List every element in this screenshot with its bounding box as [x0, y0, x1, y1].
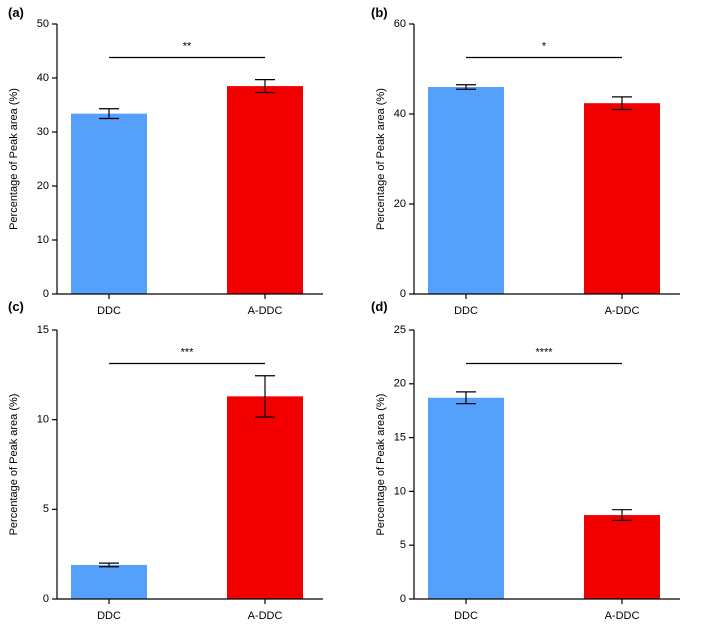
- y-tick-label: 60: [394, 18, 406, 30]
- y-tick-label: 30: [37, 126, 49, 138]
- error-bar-ddc: [99, 108, 119, 120]
- x-tick-label: A-DDC: [248, 305, 283, 317]
- y-tick-label: 15: [37, 324, 49, 336]
- y-tick-label: 50: [37, 18, 49, 30]
- y-tick-label: 10: [37, 234, 49, 246]
- x-tick-label: A-DDC: [248, 610, 283, 622]
- panel-label: (d): [371, 299, 388, 314]
- bar-a-ddc: [227, 396, 303, 599]
- y-tick-label: 0: [43, 288, 49, 300]
- x-tick-label: A-DDC: [605, 610, 640, 622]
- chart-panel-2: (b) Percentage of Peak area (%) 0 20 40 60 DDC…: [371, 5, 680, 317]
- bar-a-ddc: [584, 103, 660, 294]
- bar-a-ddc: [227, 86, 303, 294]
- y-tick-label: 10: [394, 485, 406, 497]
- bar-ddc: [71, 564, 147, 599]
- error-bar-a-ddc: [255, 79, 275, 94]
- significance-label: ***: [181, 347, 195, 359]
- error-bar-ddc: [99, 562, 119, 568]
- significance-label: *: [542, 41, 547, 53]
- x-tick-label: DDC: [97, 610, 121, 622]
- error-bar-ddc: [456, 84, 476, 90]
- y-axis-label: Percentage of Peak area (%): [8, 394, 20, 536]
- y-tick-label: 25: [394, 324, 406, 336]
- bar-a-ddc: [584, 515, 660, 599]
- panel-label: (b): [371, 5, 388, 20]
- y-tick-label: 40: [37, 72, 49, 84]
- panel-label: (a): [8, 5, 24, 20]
- y-tick-label: 0: [400, 288, 406, 300]
- x-tick-label: DDC: [454, 610, 478, 622]
- x-tick-label: A-DDC: [605, 305, 640, 317]
- panel-label: (c): [8, 299, 24, 314]
- significance-label: ****: [535, 347, 553, 359]
- y-axis-label: Percentage of Peak area (%): [375, 394, 387, 536]
- y-tick-label: 40: [394, 108, 406, 120]
- error-bar-a-ddc: [612, 96, 632, 111]
- error-bar-a-ddc: [255, 375, 275, 418]
- x-tick-label: DDC: [454, 305, 478, 317]
- significance-label: **: [183, 41, 192, 53]
- y-axis-label: Percentage of Peak area (%): [375, 88, 387, 230]
- error-bar-ddc: [456, 391, 476, 405]
- y-tick-label: 0: [400, 593, 406, 605]
- y-axis-label: Percentage of Peak area (%): [8, 88, 20, 230]
- error-bar-a-ddc: [612, 509, 632, 522]
- bar-ddc: [428, 397, 504, 599]
- y-tick-label: 20: [394, 198, 406, 210]
- y-tick-label: 20: [394, 378, 406, 390]
- y-tick-label: 10: [37, 414, 49, 426]
- y-tick-label: 20: [37, 180, 49, 192]
- bar-ddc: [71, 113, 147, 294]
- y-tick-label: 0: [43, 593, 49, 605]
- chart-panel-1: (a) Percentage of Peak area (%) 0 10 20 30 40 5…: [8, 5, 323, 317]
- chart-panel-4: (d) Percentage of Peak area (%) 0 5 10 15 20 25…: [371, 299, 680, 622]
- y-tick-label: 15: [394, 432, 406, 444]
- chart-panel-3: (c) Percentage of Peak area (%) 0 5 10 15 DDC A…: [8, 299, 323, 622]
- x-tick-label: DDC: [97, 305, 121, 317]
- bar-ddc: [428, 87, 504, 294]
- y-tick-label: 5: [400, 539, 406, 551]
- y-tick-label: 5: [43, 503, 49, 515]
